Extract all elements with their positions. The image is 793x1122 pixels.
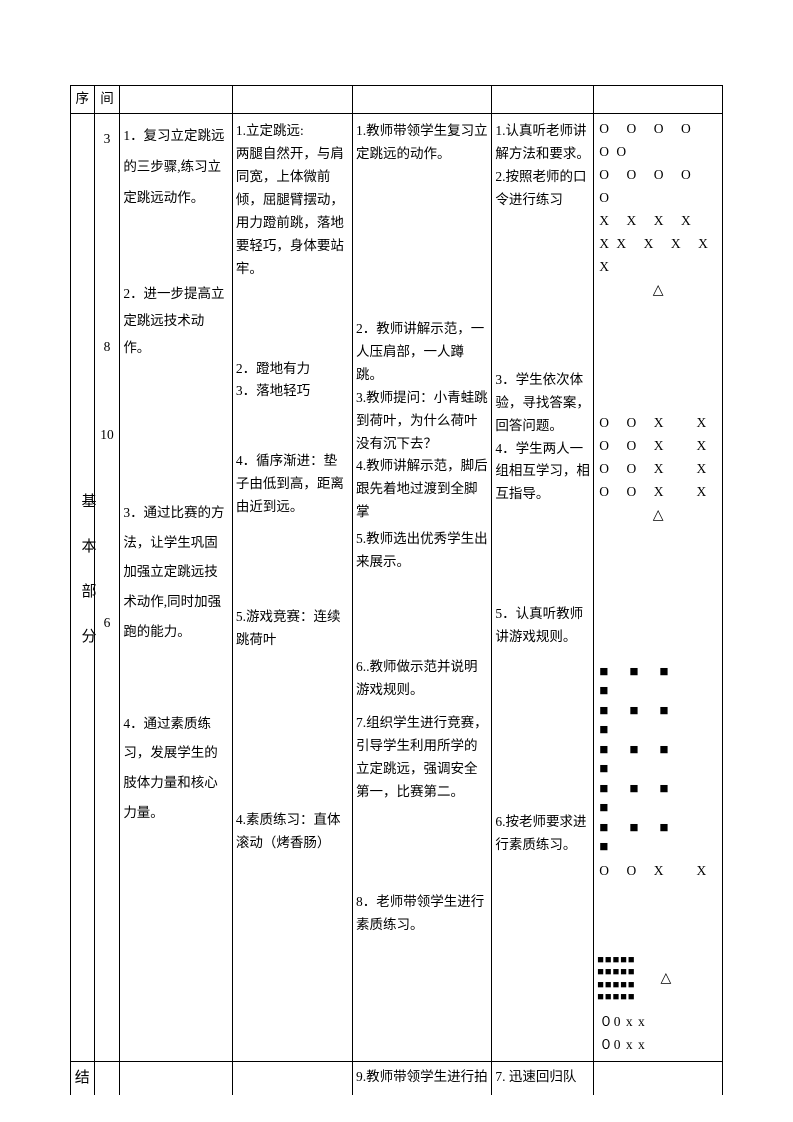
diagram-3: ■ ■ ■ ■ ■ ■ ■ ■ ■ ■ ■ ■ ■ ■ ■ ■ ■ ■ ■ ■ … [597,663,719,880]
d2-tri: △ [599,504,719,528]
section-end-text: 结 [75,1070,90,1086]
teacher-2: 2．教师讲解示范，一人压肩部，一人蹲跳。 3.教师提问：小青蛙跳到荷叶，为什么荷… [356,316,488,524]
goal-2: 2．进一步提高立定跳远技术动作。 [123,278,229,361]
goal-4: 4．通过素质练习，发展学生的肢体力量和核心力量。 [123,707,229,828]
d1-l2: O O [599,141,719,164]
d4-r2: ■■■■■ [597,966,635,978]
d3-r3: ■ ■ ■ ■ [599,741,719,780]
main-row: 基本部分 3 8 10 6 1．复习立定跳远的三步骤,练习立定跳远动作。 2．进… [71,113,723,1061]
d3-r2: ■ ■ ■ ■ [599,702,719,741]
section-label-main: 基本部分 [71,113,95,1061]
diagram-4: ■■■■■ ■■■■■ ■■■■■ ■■■■■ △ [597,954,719,1002]
goal-3: 3．通过比赛的方法，让学生巩固加强立定跳远技术动作,同时加强跑的能力。 [123,496,229,646]
content-cell: 1.立定跳远: 两腿自然开，与肩同宽，上体微前倾，屈腿臂摆动，用力蹬前跳，落地要… [232,113,352,1061]
end-student: 7. 迅速回归队 [492,1061,594,1095]
d1-l7: X [599,256,719,279]
d4-r4: ■■■■■ [597,991,635,1003]
hdr-teacher [353,86,492,114]
d3-r1: ■ ■ ■ ■ [599,663,719,702]
d3-r4: ■ ■ ■ ■ [599,780,719,819]
goal-cell: 1．复习立定跳远的三步骤,练习立定跳远动作。 2．进一步提高立定跳远技术动作。 … [120,113,233,1061]
d3-r5: ■ ■ ■ ■ [599,819,719,858]
lesson-plan-table: 序 间 基本部分 3 8 10 6 1．复习立定跳远的三步骤,练习立定跳远动作。… [70,85,723,1095]
d4-r3: ■■■■■ [597,979,635,991]
d2-l3: O O X X [599,458,719,481]
d1-l4: O [599,187,719,210]
d2-l2: O O X X [599,435,719,458]
end-teacher: 9.教师带领学生进行拍 [353,1061,492,1095]
d1-l5: X X X X [599,210,719,233]
hdr-diagram [594,86,723,114]
time-3: 10 [98,424,117,447]
diagram-cell: O O O O O O O O O O O X X X X X X X X X … [594,113,723,1061]
section-label-end: 结 [71,1061,95,1095]
d4-tri: △ [661,967,672,991]
d4-foot2: ０0 x x [597,1034,719,1057]
d1-l3: O O O O [599,164,719,187]
d4-foot1: ０0 x x [597,1011,719,1034]
d1-l6: X X X X X [599,233,719,256]
teacher-5: 7.组织学生进行竞赛，引导学生利用所学的立定跳远，强调安全第一，比赛第二。 [356,710,488,804]
student-5: 7. 迅速回归队 [495,1066,590,1089]
header-row: 序 间 [71,86,723,114]
diagram-1: O O O O O O O O O O O X X X X X X X X X … [597,118,719,302]
diagram-2: O O X X O O X X O O X X O O X X △ [597,412,719,528]
student-1: 1.认真听老师讲解方法和要求。 2.按照老师的口令进行练习 [495,118,590,212]
content-2: 2．蹬地有力 3．落地轻巧 [236,356,349,404]
teacher-cell: 1.教师带领学生复习立定跳远的动作。 2．教师讲解示范，一人压肩部，一人蹲跳。 … [353,113,492,1061]
end-time [94,1061,120,1095]
content-4: 5.游戏竞赛：连续跳荷叶 [236,604,349,652]
end-goal [120,1061,233,1095]
time-2: 8 [98,336,117,359]
section-text: 基本部分 [74,493,100,673]
hdr-time: 间 [94,86,120,114]
time-1: 3 [98,118,117,151]
d2-l4: O O X X [599,481,719,504]
teacher-6: 8．老师带领学生进行素质练习。 [356,889,488,937]
time-4: 6 [98,612,117,635]
hdr-goal [120,86,233,114]
d1-tri: △ [599,279,719,303]
content-3: 4．循序渐进：垫子由低到高，距离由近到远。 [236,448,349,519]
goal-1: 1．复习立定跳远的三步骤,练习立定跳远动作。 [123,118,229,213]
d3-foot: O O X X [599,862,719,880]
student-cell: 1.认真听老师讲解方法和要求。 2.按照老师的口令进行练习 3．学生依次体验，寻… [492,113,594,1061]
content-1: 1.立定跳远: 两腿自然开，与肩同宽，上体微前倾，屈腿臂摆动，用力蹬前跳，落地要… [236,118,349,281]
teacher-1: 1.教师带领学生复习立定跳远的动作。 [356,118,488,166]
hdr-content [232,86,352,114]
hdr-section: 序 [71,86,95,114]
end-diagram [594,1061,723,1095]
student-3: 5．认真听教师讲游戏规则。 [495,601,590,649]
d1-l1: O O O O [599,118,719,141]
end-content [232,1061,352,1095]
student-2: 3．学生依次体验，寻找答案，回答问题。 4．学生两人一组相互学习，相互指导。 [495,367,590,507]
teacher-7: 9.教师带领学生进行拍 [356,1066,488,1089]
student-4: 6.按老师要求进行素质练习。 [495,809,590,857]
d2-l1: O O X X [599,412,719,435]
end-row: 结 9.教师带领学生进行拍 7. 迅速回归队 [71,1061,723,1095]
teacher-3: 5.教师选出优秀学生出来展示。 [356,526,488,574]
d4-r1: ■■■■■ [597,954,635,966]
content-5: 4.素质练习：直体滚动（烤香肠） [236,807,349,855]
hdr-student [492,86,594,114]
teacher-4: 6..教师做示范并说明游戏规则。 [356,654,488,702]
